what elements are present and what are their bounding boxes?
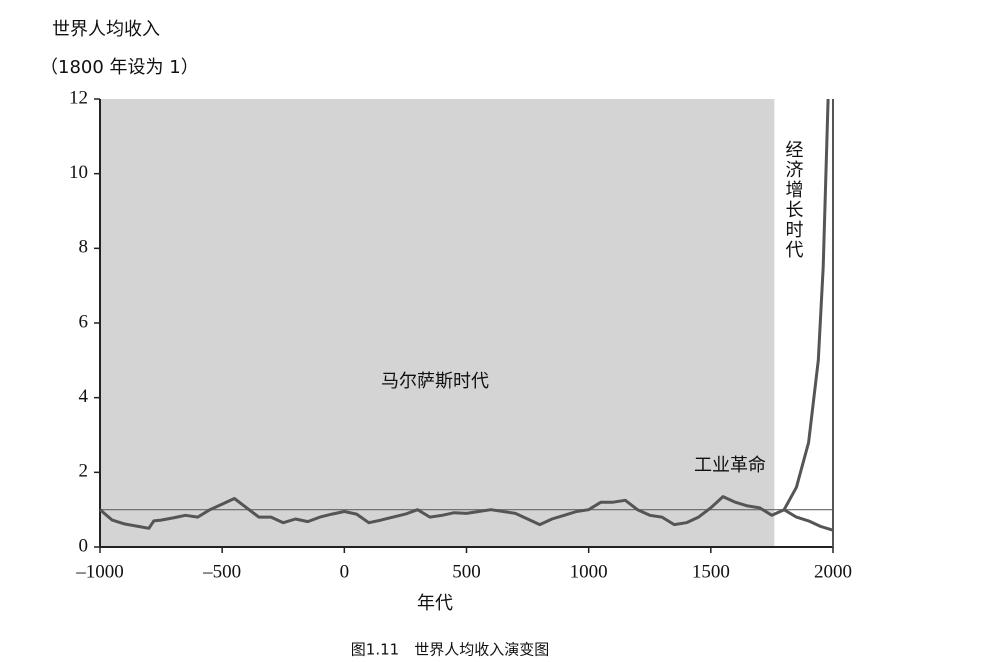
y-tick-label: 8 bbox=[79, 237, 89, 258]
x-tick-label: –500 bbox=[202, 561, 241, 582]
data-line bbox=[99, 495, 785, 530]
x-tick-label: 500 bbox=[452, 561, 481, 582]
x-tick-label: 2000 bbox=[814, 561, 852, 582]
y-label: （1800 年设为 1） bbox=[40, 57, 199, 78]
annotation: 马尔萨斯时代 bbox=[381, 371, 489, 392]
caption: 图1.11 世界人均收入演变图 bbox=[351, 641, 549, 659]
x-tick-label: 0 bbox=[340, 561, 350, 582]
data-line bbox=[783, 508, 834, 532]
x-label: 年代 bbox=[417, 593, 453, 614]
y-tick-label: 12 bbox=[69, 87, 88, 108]
annotation: 工业革命 bbox=[694, 455, 766, 476]
x-tick-label: –1000 bbox=[75, 561, 124, 582]
y-label: 世界人均收入 bbox=[52, 19, 160, 40]
y-tick-label: 0 bbox=[79, 535, 89, 556]
y-tick-label: 10 bbox=[69, 162, 88, 183]
x-tick-label: 1500 bbox=[692, 561, 730, 582]
annotation: 经济增长时代 bbox=[783, 140, 804, 260]
shaded-region bbox=[100, 99, 775, 547]
x-tick-label: 1000 bbox=[570, 561, 608, 582]
data-line bbox=[782, 98, 830, 511]
y-tick-label: 4 bbox=[79, 386, 89, 407]
y-tick-label: 6 bbox=[79, 311, 89, 332]
y-tick-label: 2 bbox=[79, 461, 89, 482]
